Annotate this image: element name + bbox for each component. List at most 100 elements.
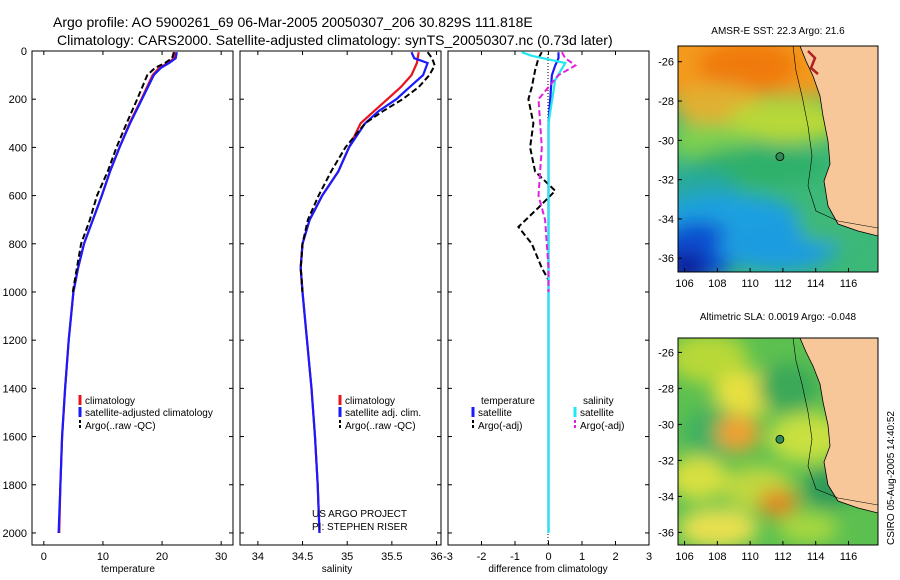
timestamp-stamp: CSIRO 05-Aug-2005 14:40:52	[886, 411, 897, 545]
lon-tick-label: 114	[807, 278, 825, 290]
lon-tick-label: 110	[741, 278, 759, 290]
depth-tick-label: 400	[9, 142, 27, 154]
difference-series	[517, 51, 578, 533]
x-tick-label: 30	[215, 551, 227, 563]
sla-map: Altimetric SLA: 0.0019 Argo: -0.048	[658, 312, 879, 563]
temperature-xlabel: temperature	[101, 564, 155, 575]
sla-map-frame	[677, 337, 879, 546]
series-line-argo-raw-qc	[299, 51, 436, 293]
lat-tick-label: -26	[658, 347, 674, 359]
sst-map: AMSR-E SST: 22.3 Argo: 21.6	[658, 26, 879, 290]
lon-tick-label: 106	[675, 551, 693, 563]
header-line-1: Argo profile: AO 5900261_69 06-Mar-2005 …	[53, 14, 533, 30]
sst-map-title: AMSR-E SST: 22.3 Argo: 21.6	[711, 26, 845, 37]
shark-bay-feature	[807, 50, 819, 75]
isobath-contour	[792, 46, 878, 229]
x-tick-label: 35.5	[381, 551, 402, 563]
coastline	[799, 46, 878, 237]
x-tick-label: -2	[477, 551, 487, 563]
lat-tick-label: -30	[658, 135, 674, 147]
legend-label-satellite: satellite-adjusted climatology	[85, 408, 213, 419]
legend-title-salinity: salinity	[583, 396, 614, 407]
x-tick-label: 20	[156, 551, 168, 563]
legend-label-sal-satellite: satellite	[580, 408, 614, 419]
lat-tick-label: -34	[658, 214, 674, 226]
x-tick-label: 36	[430, 551, 442, 563]
legend-label-temp-satellite: satellite	[478, 408, 512, 419]
lon-tick-label: 116	[840, 278, 858, 290]
lon-tick-label: 110	[741, 551, 759, 563]
project-credit: US ARGO PROJECT	[312, 509, 407, 520]
lat-tick-label: -36	[658, 253, 674, 265]
x-tick-label: 0	[41, 551, 47, 563]
depth-axis: 0 200 400 600 800 1000 1200 1400 1600 1800 2000	[3, 46, 233, 540]
lon-tick-label: 112	[774, 278, 792, 290]
sst-map-field	[677, 45, 879, 273]
temperature-series	[57, 51, 178, 534]
difference-y-ticks	[448, 50, 649, 534]
lon-tick-label: 116	[840, 551, 858, 563]
lat-tick-label: -32	[658, 175, 674, 187]
legend-label-climatology: climatology	[345, 396, 395, 407]
sla-map-field	[677, 337, 879, 546]
lat-tick-label: -32	[658, 455, 674, 467]
series-line-satellite-adj-clim	[299, 51, 430, 534]
x-tick-label: 35	[341, 551, 353, 563]
depth-tick-label: 600	[9, 191, 27, 203]
legend-label-sal-argo: Argo(-adj)	[580, 421, 624, 432]
x-tick-label: 2	[612, 551, 618, 563]
lon-tick-label: 108	[708, 278, 726, 290]
lat-tick-label: -34	[658, 491, 674, 503]
legend-label-temp-argo: Argo(-adj)	[478, 421, 522, 432]
float-position-marker	[775, 434, 785, 444]
x-tick-label: -3	[443, 551, 453, 563]
salinity-legend: climatology satellite adj. clim. Argo(..…	[338, 395, 421, 432]
depth-tick-label: 800	[9, 239, 27, 251]
sla-lat-axis: -26 -28 -30 -32 -34 -36	[658, 347, 682, 539]
header-line-2: Climatology: CARS2000. Satellite-adjuste…	[57, 32, 613, 48]
pi-credit: PI: STEPHEN RISER	[312, 522, 408, 533]
temperature-legend: climatology satellite-adjusted climatolo…	[78, 395, 213, 432]
depth-tick-label: 1600	[3, 432, 27, 444]
depth-tick-label: 2000	[3, 528, 27, 540]
legend-label-argo: Argo(..raw -QC)	[345, 421, 416, 432]
x-tick-label: 0	[545, 551, 551, 563]
series-line-temperature-argo-adj	[517, 51, 557, 281]
depth-tick-label: 1000	[3, 287, 27, 299]
temperature-axes-frame	[31, 50, 234, 546]
salinity-panel: 34 34.5 35 35.5 36 salinity climatology sate…	[239, 50, 443, 575]
sla-lon-axis: 106 108 110 112 114 116	[675, 541, 857, 563]
series-line-argo-raw-qc	[71, 51, 175, 293]
isobath-contour	[792, 338, 878, 506]
depth-tick-label: 1400	[3, 383, 27, 395]
salinity-x-axis: 34 34.5 35 35.5 36	[252, 51, 443, 563]
x-tick-label: -1	[510, 551, 520, 563]
lat-tick-label: -36	[658, 527, 674, 539]
lon-tick-label: 106	[675, 278, 693, 290]
lat-tick-label: -28	[658, 96, 674, 108]
difference-xlabel: difference from climatology	[488, 564, 607, 575]
series-line-climatology	[299, 52, 420, 534]
lat-tick-label: -26	[658, 57, 674, 69]
x-tick-label: 10	[97, 551, 109, 563]
coastline	[799, 338, 878, 514]
x-tick-label: 1	[579, 551, 585, 563]
sla-map-title: Altimetric SLA: 0.0019 Argo: -0.048	[700, 312, 857, 323]
x-tick-label: 34.5	[292, 551, 313, 563]
x-tick-label: 34	[252, 551, 264, 563]
depth-tick-label: 1200	[3, 335, 27, 347]
series-line-salinity-argo-adj	[537, 51, 578, 292]
legend-label-satellite: satellite adj. clim.	[345, 408, 421, 419]
legend-label-climatology: climatology	[85, 396, 135, 407]
depth-tick-label: 200	[9, 94, 27, 106]
lat-tick-label: -30	[658, 419, 674, 431]
series-line-salinity-satellite	[521, 51, 568, 533]
salinity-series	[299, 51, 436, 534]
difference-x-axis: -3 -2 -1 0 1 2 3	[443, 51, 652, 563]
legend-label-argo: Argo(..raw -QC)	[85, 421, 156, 432]
sst-lat-axis: -26 -28 -30 -32 -34 -36	[658, 57, 682, 265]
difference-panel: -3 -2 -1 0 1 2 3 difference from climatology t…	[443, 50, 652, 575]
lon-tick-label: 114	[807, 551, 825, 563]
sla-anomaly-field	[678, 338, 853, 545]
